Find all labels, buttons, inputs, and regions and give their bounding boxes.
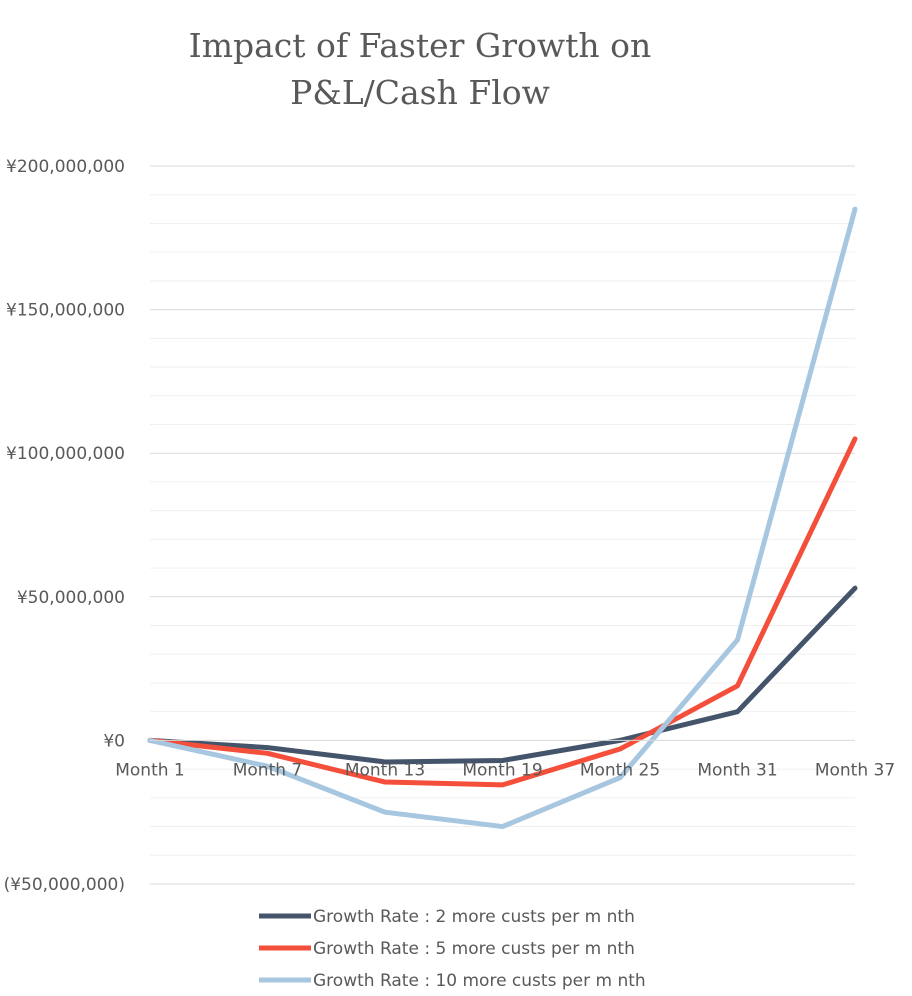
x-tick-label: Month 1 xyxy=(115,760,185,780)
x-tick-label: Month 7 xyxy=(233,760,303,780)
x-tick-label: Month 13 xyxy=(345,760,425,780)
chart-title-line-2: P&L/Cash Flow xyxy=(290,73,550,112)
legend-item: Growth Rate : 10 more custs per m nth xyxy=(259,971,646,991)
y-tick-label: (¥50,000,000) xyxy=(4,875,125,895)
chart-title: Impact of Faster Growth on P&L/Cash Flow xyxy=(189,26,652,112)
y-tick-label: ¥100,000,000 xyxy=(6,444,125,464)
x-axis: Month 1 Month 7 Month 13 Month 19 Month 25 Mo… xyxy=(115,739,895,780)
y-tick-label: ¥200,000,000 xyxy=(6,157,125,177)
series-lines xyxy=(147,206,858,830)
y-axis: ¥200,000,000 ¥150,000,000 ¥100,000,000 ¥50,… xyxy=(4,157,125,895)
legend-label: Growth Rate : 5 more custs per m nth xyxy=(313,939,635,959)
legend-item: Growth Rate : 5 more custs per m nth xyxy=(259,939,635,959)
x-tick-label: Month 19 xyxy=(462,760,542,780)
y-tick-label: ¥50,000,000 xyxy=(17,588,125,608)
legend: Growth Rate : 2 more custs per m nth Grow… xyxy=(259,907,646,991)
gridlines xyxy=(150,165,855,885)
x-tick-label: Month 25 xyxy=(580,760,660,780)
series-line-2 xyxy=(147,436,858,788)
y-tick-label: ¥150,000,000 xyxy=(6,301,125,321)
legend-label: Growth Rate : 10 more custs per m nth xyxy=(313,971,646,991)
chart-title-line-1: Impact of Faster Growth on xyxy=(189,26,652,65)
x-tick-label: Month 37 xyxy=(815,760,895,780)
series-line-1 xyxy=(147,585,858,765)
x-tick-label: Month 31 xyxy=(697,760,777,780)
legend-item: Growth Rate : 2 more custs per m nth xyxy=(259,907,635,927)
series-line-3 xyxy=(147,206,858,830)
legend-label: Growth Rate : 2 more custs per m nth xyxy=(313,907,635,927)
y-tick-label: ¥0 xyxy=(103,731,125,751)
